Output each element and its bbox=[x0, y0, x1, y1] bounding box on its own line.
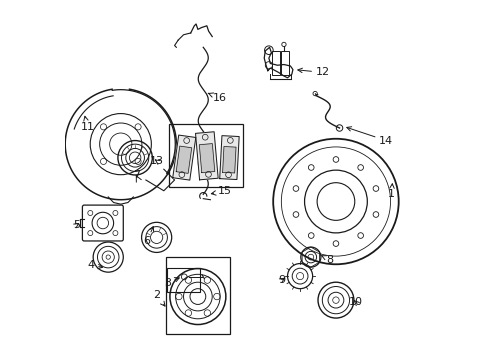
Text: 3: 3 bbox=[163, 278, 179, 288]
Text: 4: 4 bbox=[87, 260, 102, 270]
Polygon shape bbox=[195, 132, 218, 180]
Text: 9: 9 bbox=[278, 275, 285, 285]
Text: 15: 15 bbox=[211, 186, 231, 197]
Text: 12: 12 bbox=[297, 67, 329, 77]
Text: 11: 11 bbox=[80, 116, 94, 132]
Polygon shape bbox=[172, 135, 195, 180]
Polygon shape bbox=[219, 136, 239, 180]
Text: 7: 7 bbox=[133, 170, 140, 180]
Polygon shape bbox=[199, 144, 214, 172]
Text: 2: 2 bbox=[153, 291, 164, 306]
Text: 1: 1 bbox=[387, 184, 394, 199]
Polygon shape bbox=[222, 147, 236, 173]
Bar bbox=[167, 269, 199, 292]
Text: 8: 8 bbox=[321, 255, 333, 265]
Text: 6: 6 bbox=[143, 226, 153, 246]
Text: 10: 10 bbox=[348, 297, 362, 307]
Text: 5: 5 bbox=[73, 220, 80, 230]
Text: 16: 16 bbox=[208, 93, 226, 103]
Bar bbox=[165, 257, 230, 334]
Text: 13: 13 bbox=[150, 156, 163, 166]
Bar bbox=[281, 51, 289, 75]
Text: 14: 14 bbox=[346, 127, 392, 145]
Bar bbox=[169, 125, 242, 187]
Bar bbox=[272, 51, 280, 75]
Polygon shape bbox=[176, 146, 191, 174]
